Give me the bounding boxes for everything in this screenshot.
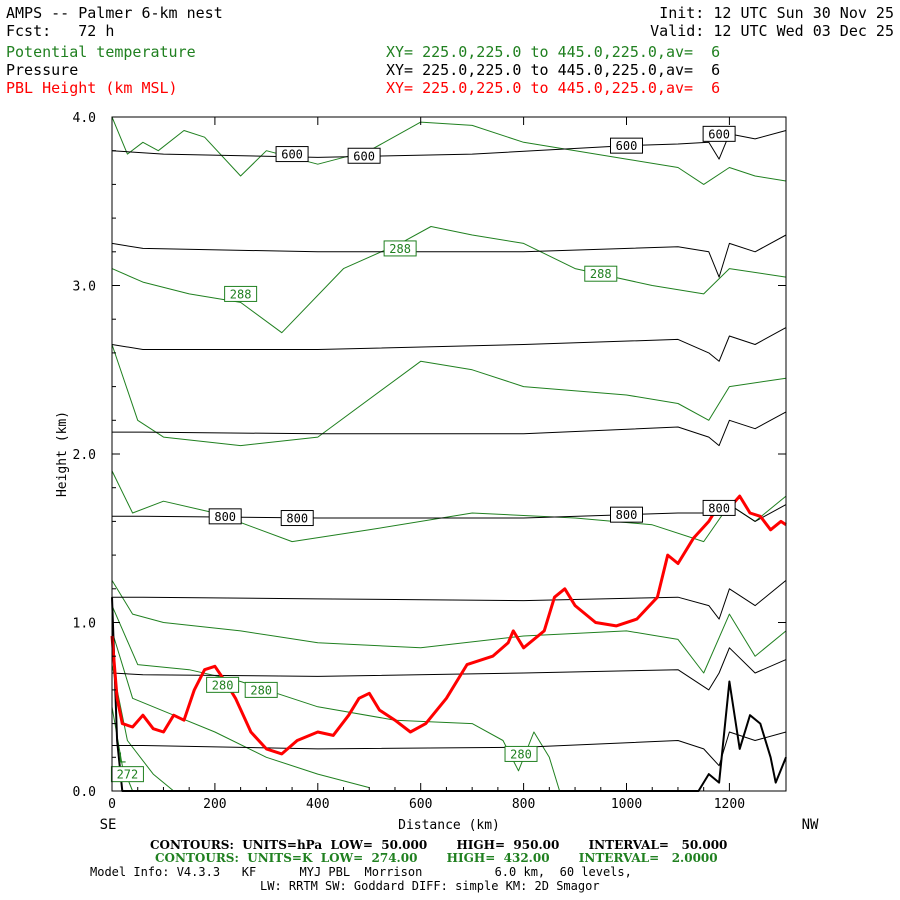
right-direction-label: NW — [802, 817, 819, 833]
field-xy-theta: XY= 225.0,225.0 to 445.0,225.0,av= 6 — [386, 43, 721, 61]
y-tick-label: 0.0 — [73, 785, 96, 800]
y-tick-label: 4.0 — [73, 111, 96, 126]
pressure-contour-label: 800 — [708, 501, 730, 515]
init-time: Init: 12 UTC Sun 30 Nov 25 — [659, 4, 894, 22]
field-name-pressure: Pressure — [6, 61, 79, 79]
pressure-contour-label: 600 — [708, 127, 730, 141]
model-title: AMPS -- Palmer 6-km nest — [6, 4, 223, 22]
pressure-contours — [111, 130, 787, 767]
x-tick-label: 1000 — [611, 797, 642, 812]
theta-contour-line — [111, 226, 787, 334]
field-name-theta: Potential temperature — [6, 43, 196, 61]
theta-contour-line — [111, 630, 370, 789]
theta-contour-label: 280 — [510, 747, 532, 761]
theta-contour-line — [111, 344, 787, 447]
pressure-contour-700 — [111, 327, 787, 362]
pressure-contour-label: 600 — [281, 148, 303, 162]
theta-contour-line — [111, 664, 175, 792]
theta-contours — [111, 116, 787, 792]
theta-contour-label: 288 — [590, 267, 612, 281]
pressure-contour-950 — [112, 731, 787, 767]
pressure-contour-label: 800 — [214, 510, 236, 524]
theta-contour-label-box — [504, 745, 538, 762]
theta-contour-line — [111, 605, 561, 792]
pbl-height-series — [110, 494, 787, 756]
y-tick-label: 2.0 — [73, 448, 96, 463]
pressure-contour-label-box — [610, 137, 644, 154]
pressure-contour-650 — [111, 234, 787, 278]
pressure-contour-label-box — [702, 499, 736, 516]
x-tick-label: 600 — [409, 797, 432, 812]
footer-theta-contours: CONTOURS: UNITS=K LOW= 274.00 HIGH= 432.… — [155, 851, 718, 865]
pressure-contour-label-box — [275, 146, 309, 163]
axes: 0 200 400 600 800 1000 1200 0.0 1.0 2.0 3.0 4.0 — [73, 111, 786, 812]
pressure-contour-600 — [111, 130, 787, 160]
field-xy-pressure: XY= 225.0,225.0 to 445.0,225.0,av= 6 — [386, 61, 721, 79]
footer-physics: LW: RRTM SW: Goddard DIFF: simple KM: 2D… — [260, 879, 600, 893]
theta-contour-label: 272 — [117, 768, 139, 782]
pressure-contour-900 — [111, 647, 787, 691]
x-tick-label: 200 — [203, 797, 226, 812]
theta-contour-label-box — [383, 240, 417, 257]
pressure-contour-label-box — [610, 506, 644, 523]
pressure-contour-label: 600 — [353, 149, 375, 163]
left-direction-label: SE — [100, 817, 117, 833]
theta-contour-label: 280 — [250, 683, 272, 697]
field-name-pbl: PBL Height (km MSL) — [6, 79, 178, 97]
pressure-contour-label-box — [702, 125, 736, 142]
footer-pressure-contours: CONTOURS: UNITS=hPa LOW= 50.000 HIGH= 95… — [150, 838, 728, 852]
theta-contour-label-box — [206, 676, 240, 693]
x-tick-label: 400 — [306, 797, 329, 812]
theta-low-marker: L — [118, 751, 126, 766]
theta-contour-label: 288 — [389, 242, 411, 256]
pbl-height-line — [110, 494, 787, 756]
x-tick-label: 800 — [512, 797, 535, 812]
pressure-contour-850 — [112, 580, 787, 620]
x-axis-label: Distance (km) — [398, 818, 500, 833]
theta-contour-line — [111, 706, 134, 792]
field-xy-pbl: XY= 225.0,225.0 to 445.0,225.0,av= 6 — [386, 79, 721, 97]
valid-time: Valid: 12 UTC Wed 03 Dec 25 — [650, 22, 894, 40]
pressure-contour-label: 800 — [616, 508, 638, 522]
contour-labels: 600 600 600 600 800 800 800 800 288 288 288 280 280 2… — [110, 125, 736, 783]
theta-contour-line — [111, 116, 787, 185]
theta-contour-label-box — [110, 766, 144, 783]
theta-contour-line — [111, 580, 787, 674]
pressure-contour-label-box — [208, 508, 242, 525]
x-tick-label: 1200 — [714, 797, 745, 812]
pressure-contour-750 — [112, 411, 787, 447]
theta-contour-label-box — [584, 265, 618, 282]
theta-contour-label-box — [244, 681, 278, 698]
forecast-hour: Fcst: 72 h — [6, 22, 114, 40]
y-tick-label: 1.0 — [73, 617, 96, 632]
pressure-contour-label: 800 — [286, 512, 308, 526]
theta-contour-label: 280 — [212, 678, 234, 692]
fcst-label: Fcst: — [6, 22, 52, 40]
pressure-contour-label-box — [347, 147, 381, 164]
y-axis-label: Height (km) — [55, 411, 70, 497]
fcst-value: 72 h — [78, 22, 115, 40]
pressure-contour-label-box — [280, 510, 314, 527]
y-tick-label: 3.0 — [73, 280, 96, 295]
theta-contour-line — [111, 470, 787, 543]
theta-contour-label: 288 — [230, 287, 252, 301]
theta-contour-label-box — [224, 285, 258, 302]
footer-model-info: Model Info: V4.3.3 KF MYJ PBL Morrison 6… — [90, 865, 632, 879]
pressure-contour-label: 600 — [616, 139, 638, 153]
x-tick-label: 0 — [108, 797, 116, 812]
